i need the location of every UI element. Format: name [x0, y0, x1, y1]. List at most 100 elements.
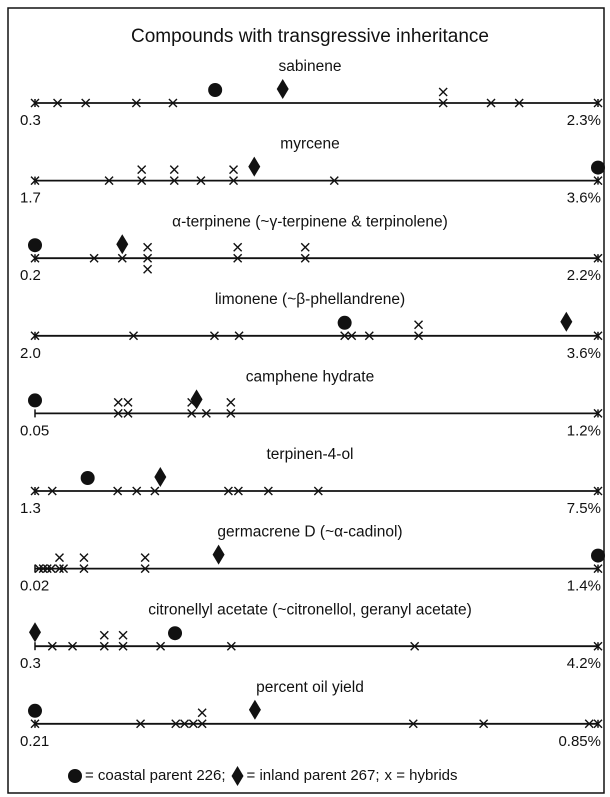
- hybrid-mark: [30, 176, 40, 186]
- compound-name: camphene hydrate: [246, 368, 374, 385]
- hybrid-mark: [136, 719, 146, 729]
- hybrid-mark: [300, 253, 310, 263]
- legend-text: x = hybrids: [385, 767, 458, 784]
- hybrid-mark: [104, 176, 114, 186]
- tick-label: 4.2%: [567, 655, 601, 672]
- hybrid-mark: [79, 553, 89, 563]
- hybrid-mark: [150, 486, 160, 496]
- hybrid-mark: [408, 719, 418, 729]
- hybrid-mark: [118, 630, 128, 640]
- tick-label: 3.6%: [567, 190, 601, 207]
- figure-title: Compounds with transgressive inheritance: [131, 26, 489, 47]
- hybrid-mark: [584, 719, 594, 729]
- hybrid-mark: [171, 719, 181, 729]
- hybrid-mark: [54, 553, 64, 563]
- hybrid-mark: [479, 719, 489, 729]
- tick-label: 2.0: [20, 345, 41, 362]
- legend-text: = coastal parent 226;: [85, 767, 226, 784]
- inland-parent: [29, 622, 41, 643]
- compound-name: terpinen-4-ol: [266, 446, 353, 463]
- hybrid-mark: [81, 98, 91, 108]
- hybrid-mark: [169, 165, 179, 175]
- hybrid-mark: [197, 719, 207, 729]
- tick-label: 1.3: [20, 500, 41, 517]
- coastal-parent: [168, 626, 183, 641]
- hybrid-mark: [438, 87, 448, 97]
- hybrid-mark: [143, 253, 153, 263]
- hybrid-mark: [226, 397, 236, 407]
- hybrid-mark: [197, 708, 207, 718]
- frame: [7, 7, 605, 794]
- legend-inland-marker: [231, 766, 244, 786]
- inland-parent: [276, 79, 289, 99]
- coastal-parent: [591, 548, 605, 563]
- coastal-parent: [28, 703, 42, 718]
- hybrid-mark: [593, 564, 603, 574]
- tick-label: 3.6%: [567, 345, 601, 362]
- hybrid-mark: [30, 719, 40, 729]
- hybrid-mark: [168, 98, 178, 108]
- inland-parent: [248, 699, 261, 720]
- hybrid-mark: [414, 320, 424, 330]
- hybrid-mark: [42, 564, 52, 574]
- tick-label: 0.3: [20, 655, 41, 672]
- hybrid-mark: [593, 719, 603, 729]
- hybrid-mark: [226, 408, 236, 418]
- coastal-parent: [28, 238, 42, 253]
- hybrid-mark: [593, 331, 603, 341]
- compound-name: sabinene: [279, 58, 342, 75]
- hybrid-mark: [117, 253, 127, 263]
- inland-parent: [212, 544, 225, 565]
- hybrid-mark: [131, 98, 141, 108]
- hybrid-mark: [46, 564, 56, 574]
- hybrid-mark: [143, 242, 153, 252]
- hybrid-mark: [38, 564, 48, 574]
- coastal-parent: [28, 393, 42, 408]
- hybrid-mark: [209, 331, 219, 341]
- hybrid-mark: [223, 486, 233, 496]
- hybrid-mark: [263, 486, 273, 496]
- hybrid-mark: [47, 641, 57, 651]
- compound-name: limonene (~β-phellandrene): [215, 291, 405, 308]
- hybrid-mark: [169, 176, 179, 186]
- hybrid-mark: [313, 486, 323, 496]
- legend-coastal-marker: [68, 769, 82, 783]
- tick-label: 0.2: [20, 267, 41, 284]
- coastal-parent: [208, 83, 223, 97]
- hybrid-mark: [79, 564, 89, 574]
- hybrid-mark: [410, 641, 420, 651]
- compound-name: citronellyl acetate (~citronellol, geran…: [148, 601, 472, 618]
- hybrid-mark: [593, 408, 603, 418]
- hybrid-mark: [118, 641, 128, 651]
- hybrid-mark: [234, 331, 244, 341]
- hybrid-mark: [593, 486, 603, 496]
- hybrid-mark: [54, 564, 64, 574]
- hybrid-mark: [514, 98, 524, 108]
- coastal-parent: [591, 160, 605, 175]
- hybrid-mark: [180, 719, 190, 729]
- legend-text: = inland parent 267;: [247, 767, 380, 784]
- hybrid-mark: [89, 253, 99, 263]
- hybrid-mark: [329, 176, 339, 186]
- hybrid-mark: [233, 253, 243, 263]
- coastal-parent: [80, 471, 95, 485]
- hybrid-mark: [593, 98, 603, 108]
- compound-name: α-terpinene (~γ-terpinene & terpinolene): [172, 213, 448, 230]
- compound-name: germacrene D (~α-cadinol): [217, 524, 402, 541]
- hybrid-mark: [113, 397, 123, 407]
- coastal-parent: [337, 315, 352, 330]
- hybrid-mark: [140, 553, 150, 563]
- hybrid-mark: [30, 486, 40, 496]
- tick-label: 7.5%: [567, 500, 601, 517]
- hybrid-mark: [99, 641, 109, 651]
- hybrid-mark: [30, 331, 40, 341]
- hybrid-mark: [593, 253, 603, 263]
- hybrid-mark: [34, 564, 44, 574]
- hybrid-mark: [414, 331, 424, 341]
- inland-parent: [248, 156, 261, 177]
- hybrid-mark: [201, 408, 211, 418]
- hybrid-mark: [340, 331, 350, 341]
- hybrid-mark: [137, 176, 147, 186]
